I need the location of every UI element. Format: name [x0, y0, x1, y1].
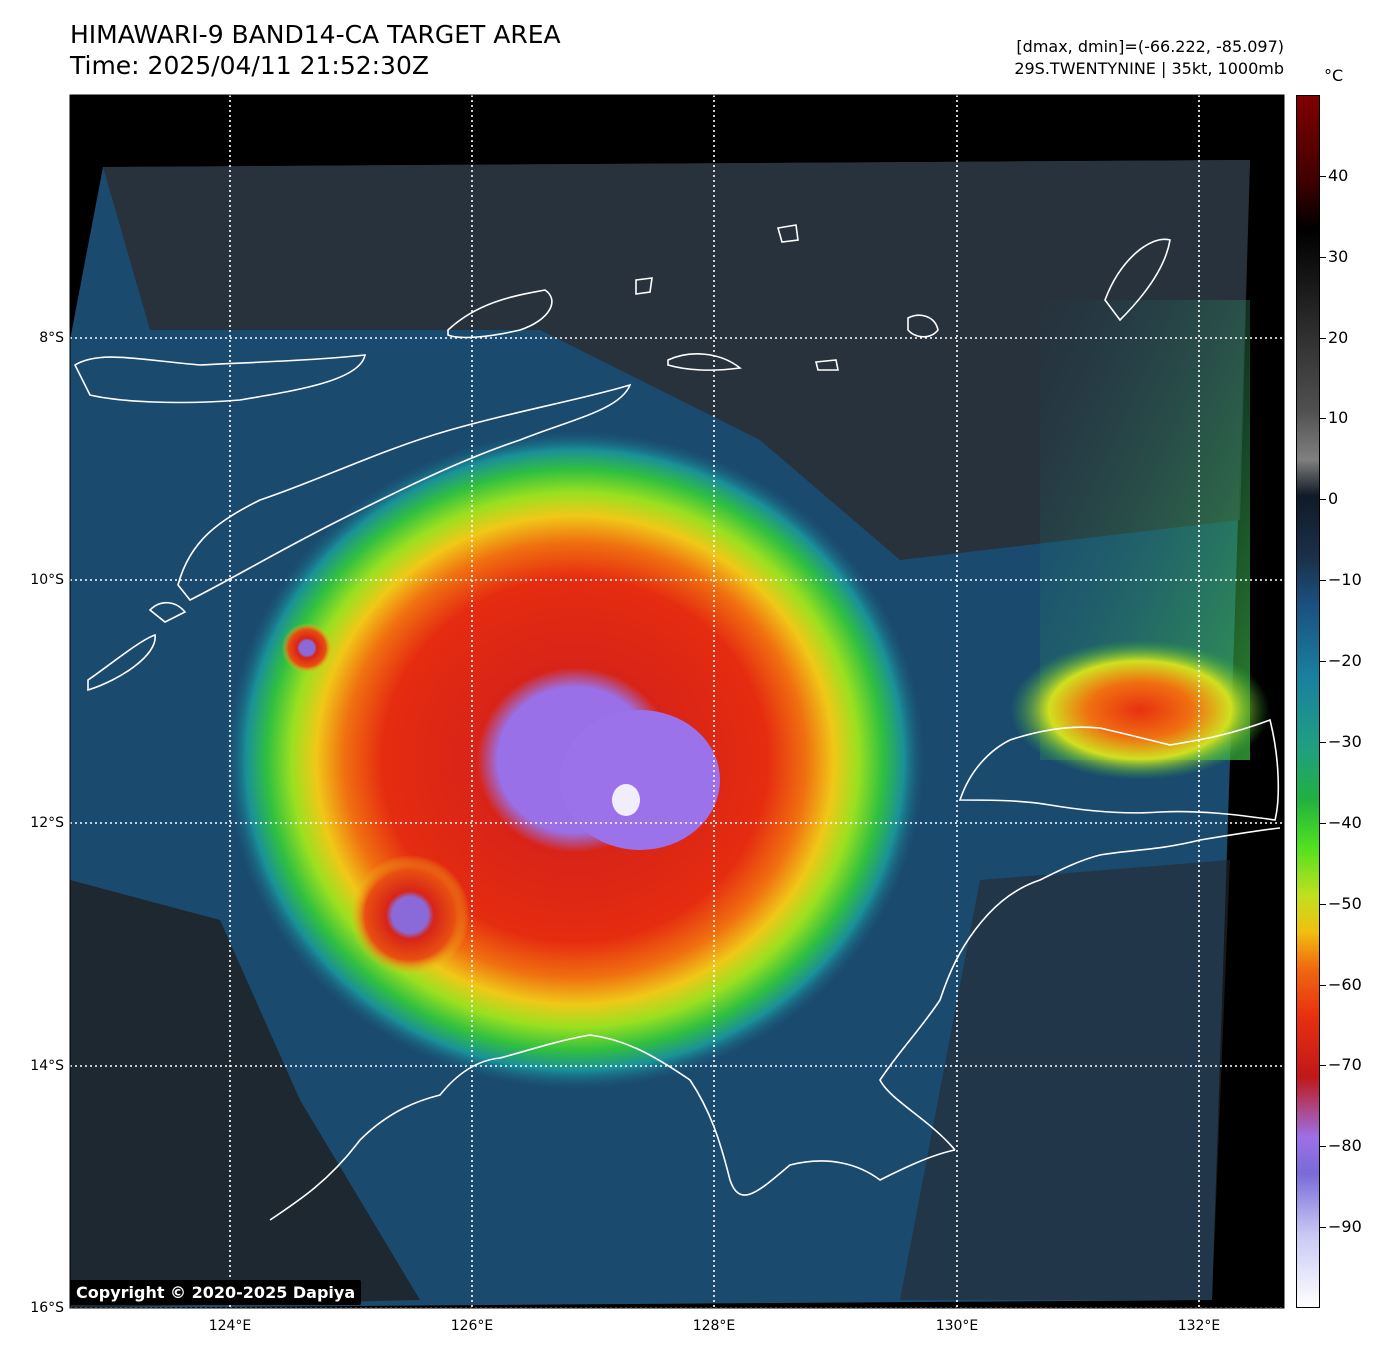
lat-label-12s: 12°S	[30, 815, 64, 831]
colorbar-tick	[1320, 1065, 1326, 1067]
colorbar-tick-label: 40	[1328, 165, 1349, 185]
colorbar-tick	[1320, 661, 1326, 663]
colorbar-tick-label: −10	[1328, 570, 1362, 590]
lat-label-14s: 14°S	[30, 1058, 64, 1074]
colorbar-tick	[1320, 256, 1326, 258]
wetar-coastline	[447, 289, 553, 339]
colorbar-tick-label: −30	[1328, 731, 1362, 751]
island-coastline	[667, 353, 742, 371]
timor-coastline	[177, 383, 632, 602]
island-coastline	[814, 359, 839, 371]
sumba-coastline	[148, 601, 187, 623]
southwest-convective-cell	[350, 855, 470, 975]
colorbar-tick	[1320, 984, 1326, 986]
lon-label-126e: 126°E	[450, 1318, 494, 1334]
colorbar-tick	[1320, 175, 1326, 177]
dark-clear-region-southwest	[70, 880, 420, 1308]
dmax-dmin-info: [dmax, dmin]=(-66.222, -85.097)	[1016, 37, 1284, 56]
storm-coldest-spot	[612, 784, 640, 816]
flores-coastline	[73, 354, 367, 404]
chart-title: HIMAWARI-9 BAND14-CA TARGET AREA	[70, 20, 561, 49]
colorbar-tick-label: −80	[1328, 1136, 1362, 1156]
lon-label-132e: 132°E	[1177, 1318, 1221, 1334]
colorbar	[1296, 95, 1320, 1308]
colorbar-tick-label: 20	[1328, 327, 1349, 347]
chart-time: Time: 2025/04/11 21:52:30Z	[70, 51, 429, 80]
lat-label-10s: 10°S	[30, 572, 64, 588]
colorbar-tick	[1320, 822, 1326, 824]
colorbar-unit: °C	[1324, 66, 1344, 85]
colorbar-tick	[1320, 1227, 1326, 1229]
colorbar-tick	[1320, 1146, 1326, 1148]
tiwi-islands-coastline	[958, 718, 1280, 821]
colorbar-tick-label: 0	[1328, 489, 1339, 509]
joseph-bonaparte-gulf-coastline	[879, 827, 1281, 1151]
colorbar-tick	[1320, 903, 1326, 905]
colorbar-tick	[1320, 418, 1326, 420]
island-coastline	[635, 277, 653, 295]
map-frame-border	[69, 94, 1285, 1309]
tanimbar-coastline	[1104, 238, 1171, 322]
colorbar-tick	[1320, 337, 1326, 339]
coastlines	[73, 224, 1281, 1221]
colorbar-tick-label: 10	[1328, 408, 1349, 428]
dark-clear-region-north	[103, 160, 1250, 560]
lon-label-130e: 130°E	[935, 1318, 979, 1334]
colorbar-tick-label: −20	[1328, 651, 1362, 671]
colorbar-tick	[1320, 580, 1326, 582]
colorbar-tick	[1320, 741, 1326, 743]
colorbar-tick-label: −70	[1328, 1055, 1362, 1075]
copyright-notice: Copyright © 2020-2025 Dapiya	[70, 1280, 362, 1305]
savu-coastline	[87, 633, 156, 692]
colorbar-tick-label: −90	[1328, 1217, 1362, 1237]
island-coastline	[776, 224, 799, 243]
colorbar-tick-label: −50	[1328, 893, 1362, 913]
kimberley-coastline	[269, 1034, 956, 1221]
colorbar-tick-label: −40	[1328, 812, 1362, 832]
storm-cold-top	[560, 710, 720, 850]
lon-label-128e: 128°E	[692, 1318, 736, 1334]
colorbar-tick-label: 30	[1328, 246, 1349, 266]
east-convective-cluster	[1010, 640, 1270, 780]
colorbar-tick	[1320, 499, 1326, 501]
dark-clear-region-southeast	[900, 860, 1230, 1300]
west-convective-cell	[282, 623, 332, 673]
colorbar-tick-label: −60	[1328, 974, 1362, 994]
lon-label-124e: 124°E	[208, 1318, 252, 1334]
storm-info: 29S.TWENTYNINE | 35kt, 1000mb	[1014, 59, 1284, 78]
lat-label-16s: 16°S	[30, 1300, 64, 1316]
lat-label-8s: 8°S	[39, 330, 64, 346]
island-coastline	[907, 314, 939, 338]
